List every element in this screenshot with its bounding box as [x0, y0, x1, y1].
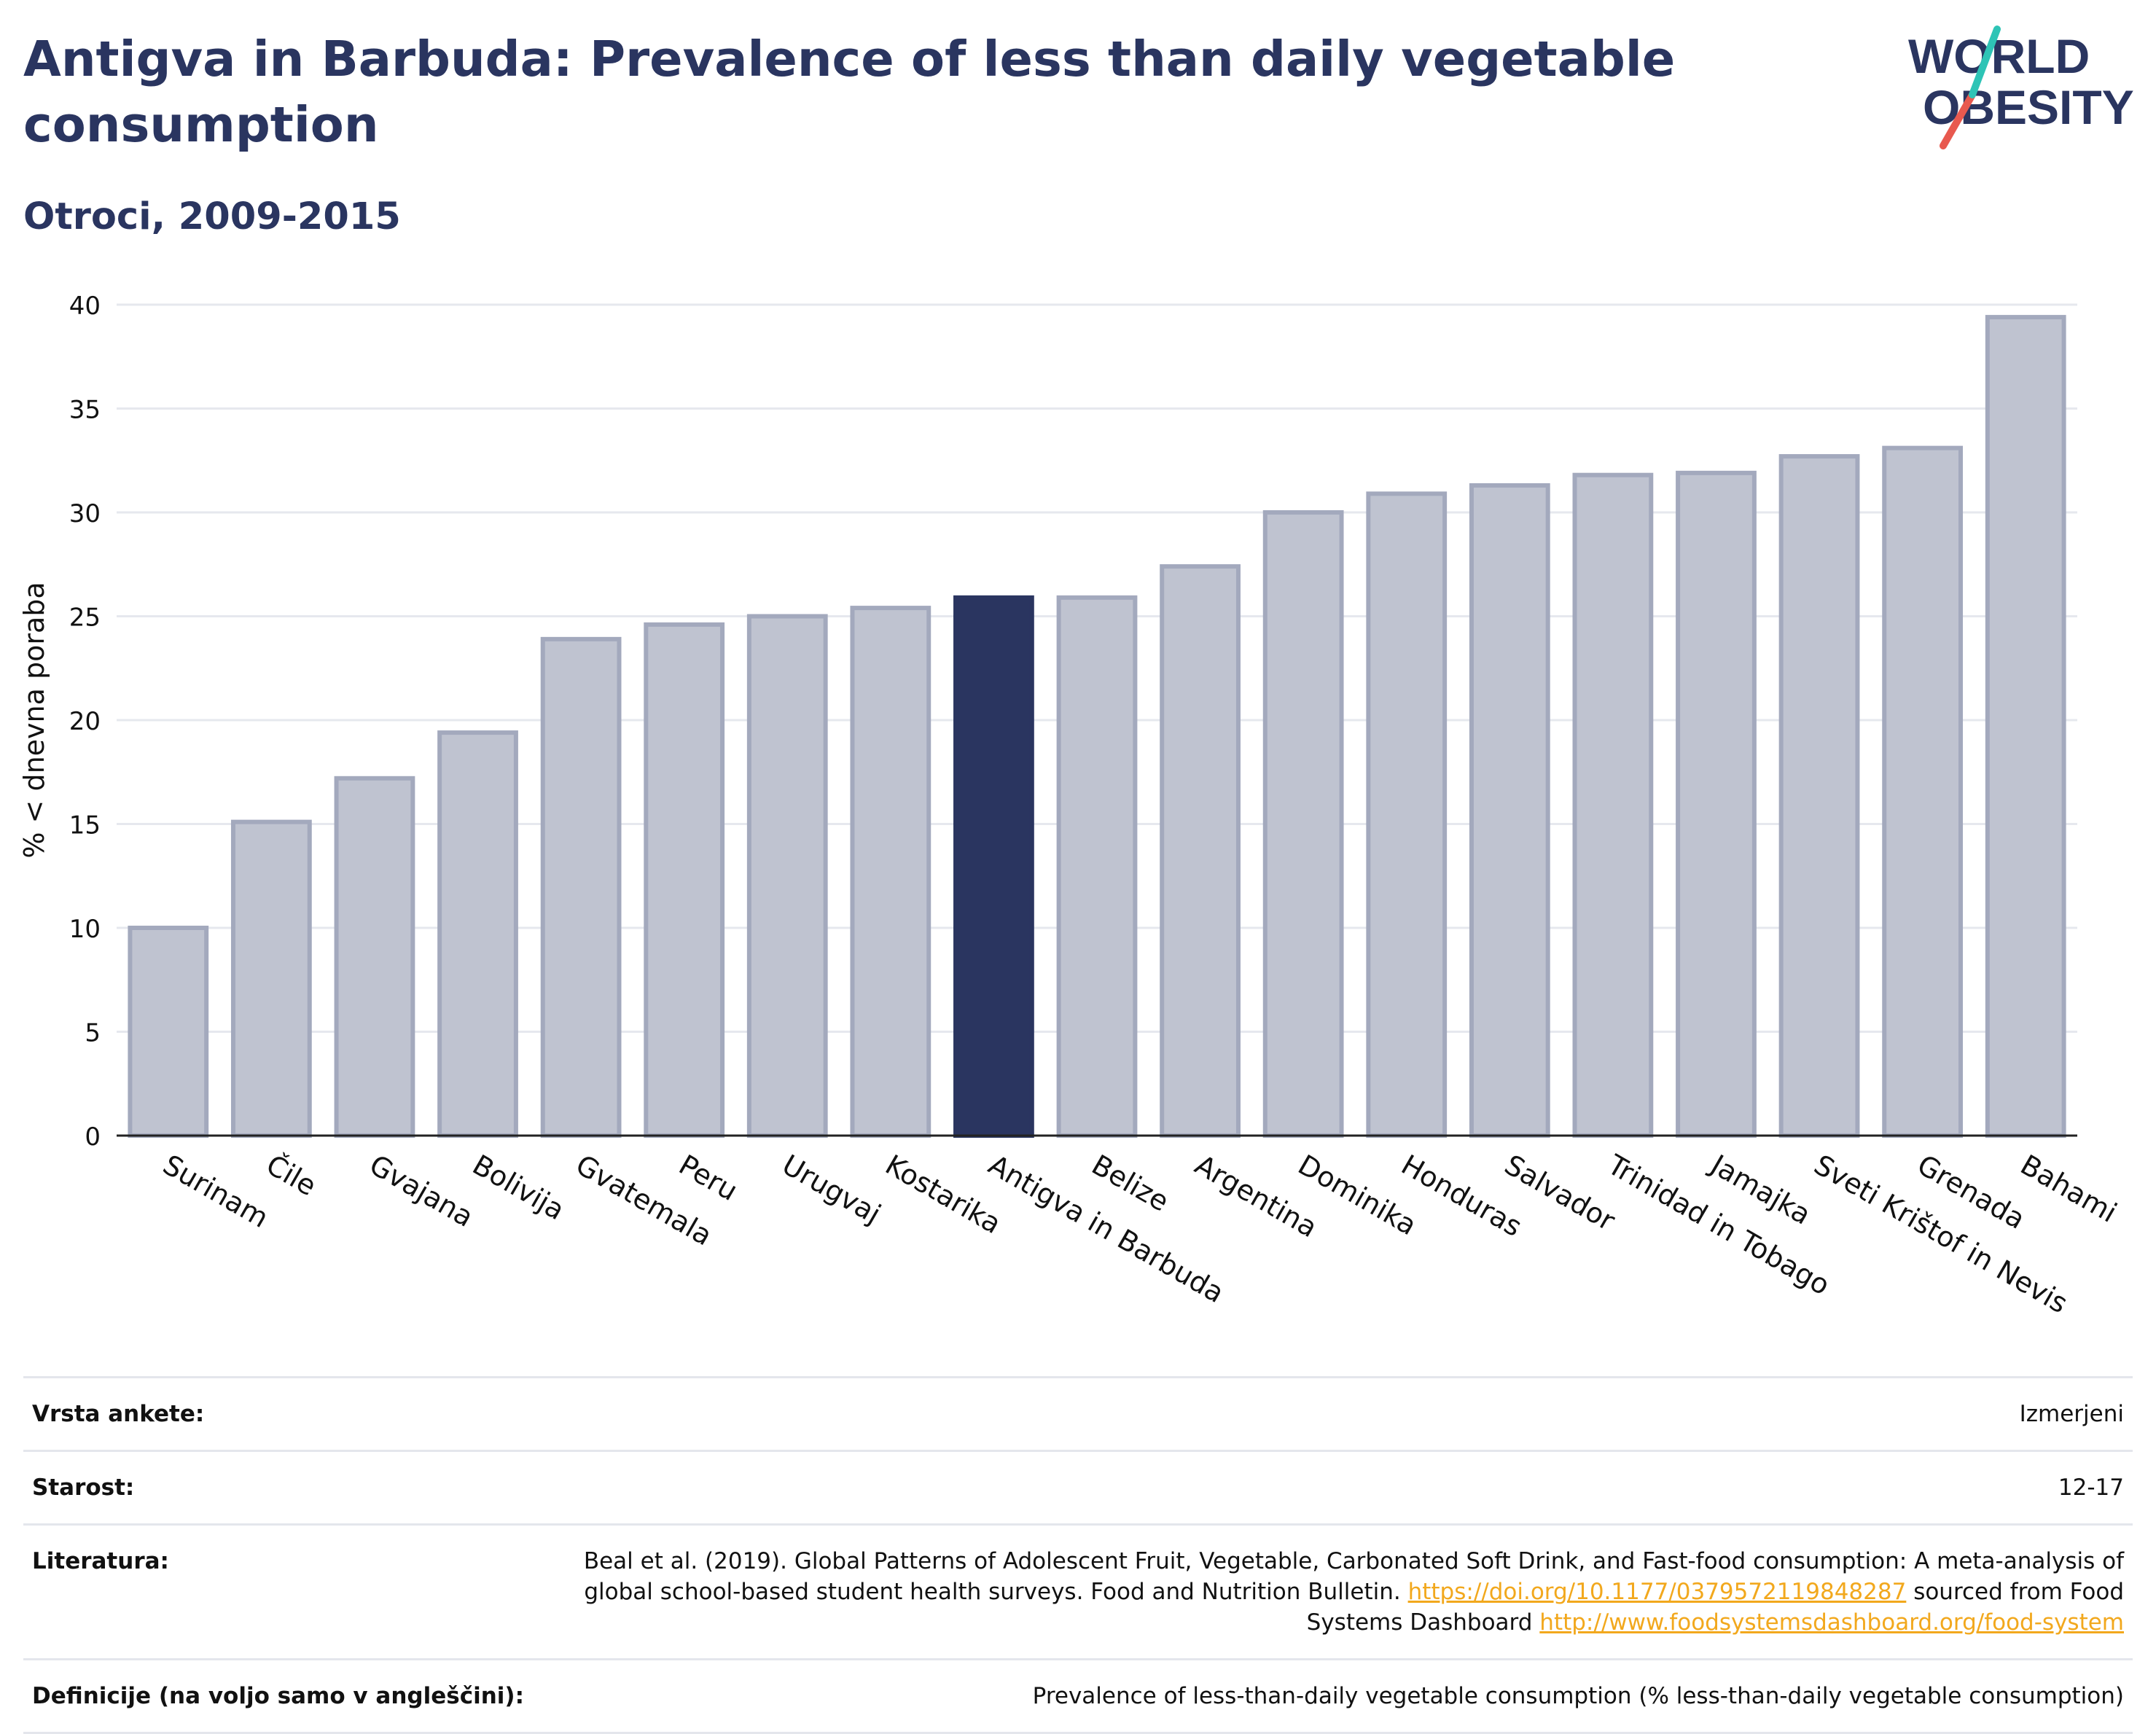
definitions-label: Definicije (na voljo samo v angleščini):: [32, 1683, 524, 1709]
x-tick-label: Urugvaj: [777, 1149, 886, 1230]
reference-label: Literatura:: [32, 1548, 169, 1574]
x-tick-label: Surinam: [157, 1149, 274, 1234]
y-tick-label: 25: [69, 604, 101, 633]
page-title: Antigva in Barbuda: Prevalence of less t…: [23, 31, 1676, 153]
bar[interactable]: [230, 819, 312, 1139]
y-tick-label: 30: [69, 499, 101, 528]
y-tick-label: 15: [69, 811, 101, 840]
age-value: 12-17: [2058, 1475, 2124, 1501]
bar[interactable]: [128, 926, 209, 1138]
logo-word-1: WORLD: [1908, 29, 2090, 83]
survey-type-value: Izmerjeni: [2019, 1401, 2124, 1427]
bars: [128, 315, 2066, 1139]
bar[interactable]: [1056, 595, 1138, 1139]
age-row: Starost: 12-17: [23, 1450, 2133, 1523]
x-tick-label: Bolivija: [467, 1149, 570, 1227]
bar[interactable]: [1160, 564, 1241, 1139]
logo-slash-teal: [1969, 26, 2001, 98]
y-tick-label: 35: [69, 396, 101, 425]
reference-source-text: sourced from Food Systems Dashboard: [1306, 1579, 2124, 1636]
definitions-value: Prevalence of less-than-daily vegetable …: [1032, 1683, 2124, 1709]
survey-type-row: Vrsta ankete: Izmerjeni: [23, 1376, 2133, 1450]
bar[interactable]: [953, 595, 1034, 1139]
bar[interactable]: [437, 730, 518, 1138]
definitions-row: Definicije (na voljo samo v angleščini):…: [23, 1658, 2133, 1734]
bar[interactable]: [1469, 483, 1550, 1138]
bar[interactable]: [1778, 454, 1860, 1138]
y-tick-label: 5: [85, 1019, 101, 1048]
reference-row: Literatura: Beal et al. (2019). Global P…: [23, 1523, 2133, 1658]
bar[interactable]: [1572, 472, 1654, 1138]
survey-type-label: Vrsta ankete:: [32, 1401, 205, 1427]
x-tick-label: Kostarika: [880, 1149, 1007, 1241]
page-subtitle: Otroci, 2009-2015: [23, 195, 401, 238]
bar[interactable]: [644, 622, 725, 1138]
bar[interactable]: [334, 776, 415, 1138]
bar[interactable]: [1676, 470, 1757, 1139]
dashboard-link[interactable]: http://www.foodsystemsdashboard.org/food…: [1539, 1609, 2124, 1636]
y-axis-title: % < dnevna poraba: [18, 582, 50, 858]
bar[interactable]: [746, 614, 828, 1138]
logo-slash-red: [1940, 91, 1976, 149]
bar[interactable]: [1882, 445, 1964, 1138]
bar[interactable]: [1985, 315, 2066, 1139]
x-tick-label: Gvajana: [364, 1149, 478, 1233]
reference-value: Beal et al. (2019). Global Patterns of A…: [557, 1546, 2124, 1638]
y-tick-label: 40: [69, 292, 101, 321]
bar[interactable]: [1366, 491, 1448, 1139]
bar[interactable]: [540, 636, 622, 1139]
age-label: Starost:: [32, 1475, 135, 1501]
reference-text: Beal et al. (2019). Global Patterns of A…: [583, 1548, 2124, 1605]
x-tick-label: Čile: [261, 1149, 322, 1203]
y-tick-label: 10: [69, 915, 101, 944]
y-axis-ticks: 0 5 10 15 20 25 30 35 40: [69, 292, 101, 1152]
y-tick-label: 20: [69, 707, 101, 736]
metadata-table: Vrsta ankete: Izmerjeni Starost: 12-17 L…: [23, 1376, 2133, 1734]
world-obesity-logo: WORLD OBESITY: [1908, 26, 2134, 149]
x-tick-label: Bahami: [2015, 1149, 2122, 1229]
bar[interactable]: [1262, 510, 1344, 1138]
x-tick-label: Peru: [673, 1149, 743, 1207]
y-tick-label: 0: [85, 1122, 101, 1152]
doi-link[interactable]: https://doi.org/10.1177/0379572119848287: [1407, 1579, 1907, 1605]
bar[interactable]: [850, 606, 931, 1139]
